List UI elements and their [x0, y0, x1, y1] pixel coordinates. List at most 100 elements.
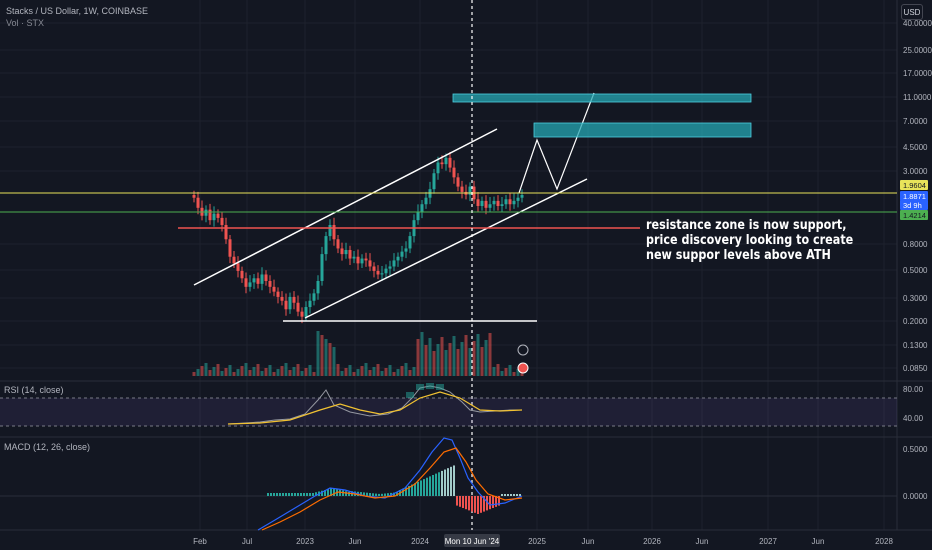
macd-bar [402, 488, 404, 496]
candle-body [304, 307, 308, 317]
macd-bar [492, 496, 494, 508]
channel-lower-line [304, 178, 588, 319]
macd-bar [483, 496, 485, 512]
currency-button[interactable]: USD [901, 4, 923, 20]
volume-bar [212, 367, 216, 376]
candle-body [196, 197, 200, 208]
time-axis-label: 2025 [528, 537, 546, 546]
volume-bar [236, 369, 240, 376]
time-axis-label: 2026 [643, 537, 661, 546]
price-tag-label: 1.9604 [903, 181, 926, 190]
volume-bar [344, 368, 348, 376]
macd-bar [342, 490, 344, 496]
macd-bar [432, 475, 434, 496]
volume-bar [372, 367, 376, 376]
volume-bar [392, 372, 396, 376]
macd-bar [333, 488, 335, 496]
time-axis-label: Jun [349, 537, 362, 546]
annotation-line-3: new suppor levels above ATH [646, 248, 831, 263]
candle-body [424, 197, 428, 205]
candle-body [500, 204, 504, 206]
time-axis-label: 2027 [759, 537, 777, 546]
candle-body [228, 239, 232, 257]
candle-body [372, 266, 376, 271]
candle-body [456, 177, 460, 187]
price-tick-label: 3.0000 [903, 167, 928, 176]
candle-body [408, 236, 412, 249]
volume-bar [500, 371, 504, 376]
candle-body [448, 157, 452, 168]
candle-body [400, 251, 404, 257]
candle-body [236, 263, 240, 271]
volume-bar [276, 369, 280, 376]
candle-body [232, 256, 236, 264]
macd-bar [387, 493, 389, 496]
volume-bar [328, 343, 332, 376]
volume-bar [252, 367, 256, 376]
candlestick-series [192, 152, 524, 324]
volume-bar [268, 365, 272, 376]
volume-bar [516, 369, 520, 376]
macd-bar [423, 479, 425, 496]
volume-bar [348, 365, 352, 376]
volume-bar [316, 331, 320, 376]
candle-body [340, 248, 344, 255]
candle-body [252, 278, 256, 283]
volume-bar [228, 365, 232, 376]
candle-body [444, 157, 448, 165]
candle-body [388, 266, 392, 269]
volume-bar [260, 371, 264, 376]
time-axis-label: Jun [812, 537, 825, 546]
candle-body [248, 282, 252, 287]
price-tick-label: 0.8000 [903, 240, 928, 249]
macd-bar [372, 493, 374, 496]
macd-label: MACD (12, 26, close) [4, 442, 91, 452]
candle-body [348, 250, 352, 259]
time-axis-label: Feb [193, 537, 207, 546]
candle-body [220, 217, 224, 225]
candle-body [292, 296, 296, 303]
target-zone-lower [533, 122, 752, 138]
macd-bar [381, 493, 383, 496]
volume-bar [352, 372, 356, 376]
candle-body [216, 213, 220, 218]
macd-bar [474, 496, 476, 513]
candle-body [364, 258, 368, 261]
volume-bar [288, 370, 292, 376]
candle-body [268, 281, 272, 287]
candle-body [520, 195, 524, 198]
candle-body [468, 186, 472, 195]
macd-bar [300, 493, 302, 496]
candle-body [300, 311, 304, 317]
volume-bar [436, 344, 440, 376]
macd-bar [501, 494, 503, 496]
time-axis-label: 2023 [296, 537, 314, 546]
macd-bar [441, 470, 443, 496]
price-tick-label: 17.0000 [903, 69, 932, 78]
candle-body [328, 224, 332, 237]
volume-bar [412, 367, 416, 376]
macd-bar [411, 484, 413, 496]
candle-body [212, 213, 216, 221]
price-tag-label: 1.8871 [903, 192, 926, 201]
price-tick-label: 11.0000 [903, 93, 932, 102]
macd-bar [360, 492, 362, 496]
macd-line [257, 437, 523, 531]
volume-bar [280, 366, 284, 376]
volume-bar [472, 341, 476, 376]
volume-bar [216, 364, 220, 376]
macd-tick-label: 0.5000 [903, 445, 928, 454]
macd-bar [471, 496, 473, 512]
volume-bar [424, 345, 428, 376]
flash-icon [517, 344, 529, 356]
volume-bar [272, 372, 276, 376]
volume-bar [404, 363, 408, 376]
volume-bar [456, 349, 460, 376]
crosshair-time-label: Mon 10 Jun '24 [445, 537, 500, 546]
volume-bar [324, 339, 328, 376]
volume-bar [388, 365, 392, 376]
candle-body [332, 224, 336, 240]
macd-bar [405, 487, 407, 496]
macd-bar [519, 494, 521, 496]
